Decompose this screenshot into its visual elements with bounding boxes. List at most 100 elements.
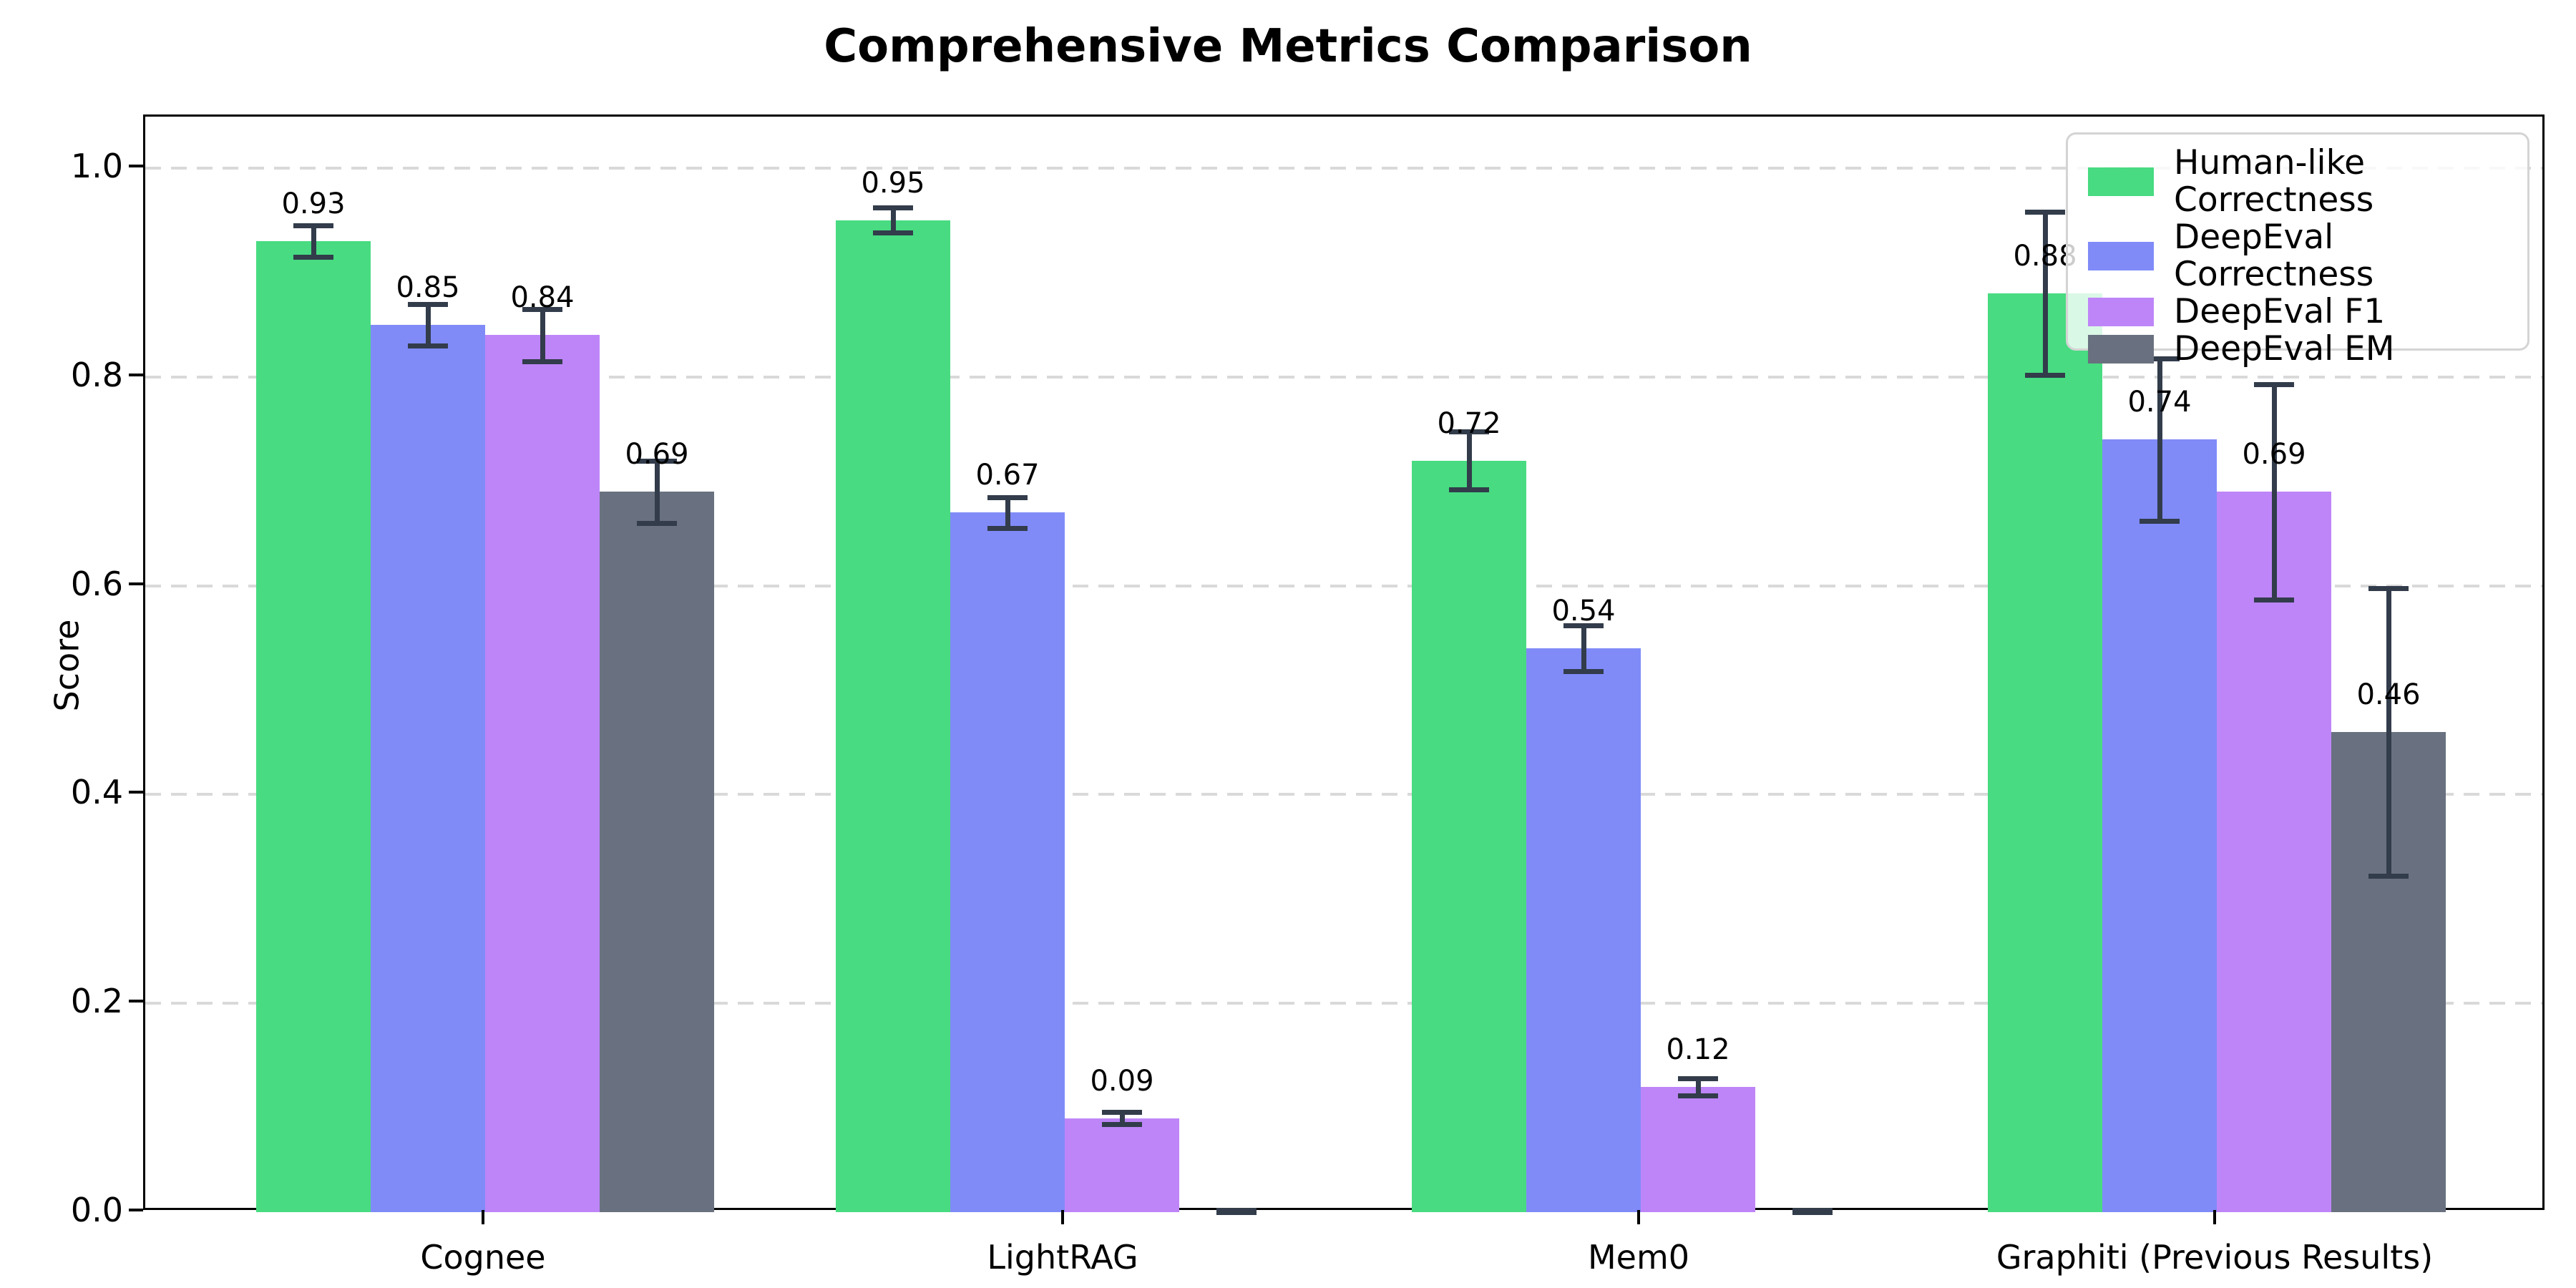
x-tick-label: LightRAG bbox=[987, 1238, 1138, 1277]
bar bbox=[836, 220, 950, 1212]
x-tick-mark bbox=[2213, 1210, 2216, 1224]
value-label: 0.67 bbox=[975, 459, 1040, 492]
x-tick-label: Cognee bbox=[420, 1238, 546, 1277]
y-tick-mark bbox=[129, 582, 143, 585]
bar bbox=[2102, 439, 2217, 1213]
grid-line bbox=[145, 167, 2542, 170]
error-bar-line bbox=[1005, 497, 1010, 529]
error-bar-cap-bottom bbox=[2368, 874, 2409, 879]
bar bbox=[2217, 492, 2331, 1213]
y-tick-label: 0.6 bbox=[70, 564, 123, 603]
value-label: 0.69 bbox=[2242, 438, 2306, 472]
error-bar-line bbox=[540, 308, 545, 361]
error-bar-cap-bottom bbox=[1563, 669, 1604, 675]
legend: Human-like Correctness DeepEval Correctne… bbox=[2066, 132, 2529, 368]
y-tick-mark bbox=[129, 165, 143, 167]
error-bar-line bbox=[2272, 384, 2277, 600]
value-label: 0.54 bbox=[1551, 595, 1616, 628]
value-label: 0.46 bbox=[2356, 678, 2421, 711]
value-label: 0.93 bbox=[281, 187, 346, 221]
bar bbox=[1988, 293, 2102, 1213]
bar bbox=[1641, 1086, 1755, 1212]
chart-title: Comprehensive Metrics Comparison bbox=[824, 20, 1752, 73]
error-bar-cap-bottom bbox=[1216, 1210, 1257, 1215]
error-bar-line bbox=[2157, 358, 2162, 522]
error-bar-cap-top bbox=[1102, 1109, 1142, 1115]
y-tick-label: 0.8 bbox=[70, 355, 123, 394]
bar bbox=[256, 241, 371, 1213]
value-label: 0.69 bbox=[625, 438, 689, 472]
error-bar-cap-top bbox=[1563, 623, 1604, 629]
error-bar-cap-bottom bbox=[1792, 1210, 1833, 1215]
error-bar-line bbox=[1581, 625, 1586, 672]
error-bar-cap-top bbox=[2025, 210, 2065, 215]
error-bar-line bbox=[655, 460, 660, 524]
error-bar-line bbox=[2043, 212, 2048, 375]
y-tick-label: 0.4 bbox=[70, 773, 123, 812]
error-bar-cap-bottom bbox=[2254, 597, 2294, 602]
error-bar-line bbox=[1467, 431, 1472, 490]
error-bar-cap-top bbox=[2368, 585, 2409, 591]
bar bbox=[950, 512, 1065, 1213]
error-bar-cap-bottom bbox=[2025, 372, 2065, 378]
grid-line bbox=[145, 584, 2542, 587]
error-bar-cap-top bbox=[408, 301, 448, 307]
error-bar-cap-bottom bbox=[1449, 487, 1489, 493]
error-bar-cap-bottom bbox=[522, 358, 562, 364]
y-axis-label: Score bbox=[47, 619, 87, 712]
y-tick-mark bbox=[129, 791, 143, 794]
error-bar-cap-top bbox=[2140, 356, 2180, 361]
error-bar-cap-bottom bbox=[1102, 1122, 1142, 1128]
error-bar-cap-top bbox=[987, 494, 1028, 500]
x-tick-label: Graphiti (Previous Results) bbox=[1996, 1238, 2434, 1277]
legend-label: Human-like Correctness bbox=[2174, 143, 2374, 220]
x-tick-mark bbox=[1061, 1210, 1064, 1224]
error-bar-cap-top bbox=[522, 306, 562, 312]
y-tick-mark bbox=[129, 373, 143, 376]
legend-label: DeepEval EM bbox=[2174, 329, 2395, 369]
x-tick-label: Mem0 bbox=[1587, 1238, 1690, 1277]
error-bar-line bbox=[426, 303, 431, 346]
error-bar-line bbox=[311, 225, 316, 257]
grid-line bbox=[145, 1002, 2542, 1005]
value-label: 0.72 bbox=[1437, 406, 1501, 440]
error-bar-line bbox=[2386, 587, 2391, 877]
y-tick-label: 0.0 bbox=[70, 1191, 123, 1229]
legend-swatch bbox=[2088, 298, 2154, 326]
error-bar-cap-bottom bbox=[873, 230, 913, 236]
error-bar-cap-top bbox=[1449, 429, 1489, 434]
error-bar-line bbox=[891, 208, 896, 233]
grid-line bbox=[145, 793, 2542, 796]
y-tick-mark bbox=[129, 1209, 143, 1211]
error-bar-cap-top bbox=[1678, 1076, 1718, 1082]
bar bbox=[371, 324, 485, 1212]
bar bbox=[485, 335, 600, 1213]
error-bar-cap-top bbox=[637, 458, 677, 464]
legend-item: DeepEval EM bbox=[2088, 331, 2527, 368]
legend-item: DeepEval F1 bbox=[2088, 293, 2527, 331]
legend-swatch bbox=[2088, 335, 2154, 364]
value-label: 0.95 bbox=[861, 166, 925, 200]
legend-item: DeepEval Correctness bbox=[2088, 219, 2527, 293]
error-bar-cap-bottom bbox=[637, 521, 677, 527]
bar bbox=[1412, 460, 1526, 1212]
value-label: 0.85 bbox=[396, 270, 460, 304]
error-bar-cap-bottom bbox=[2140, 519, 2180, 525]
x-tick-mark bbox=[482, 1210, 484, 1224]
legend-swatch bbox=[2088, 167, 2154, 196]
grid-line bbox=[145, 375, 2542, 379]
bar bbox=[600, 492, 714, 1213]
y-tick-label: 1.0 bbox=[70, 147, 123, 185]
error-bar-cap-top bbox=[2254, 382, 2294, 387]
error-bar-cap-bottom bbox=[987, 526, 1028, 532]
error-bar-cap-top bbox=[293, 223, 333, 229]
x-tick-mark bbox=[1637, 1210, 1640, 1224]
bar bbox=[1526, 648, 1641, 1213]
legend-item: Human-like Correctness bbox=[2088, 145, 2527, 219]
value-label: 0.84 bbox=[510, 281, 575, 315]
value-label: 0.09 bbox=[1090, 1064, 1154, 1098]
y-tick-label: 0.2 bbox=[70, 982, 123, 1021]
error-bar-cap-top bbox=[873, 205, 913, 211]
error-bar-cap-bottom bbox=[408, 343, 448, 349]
